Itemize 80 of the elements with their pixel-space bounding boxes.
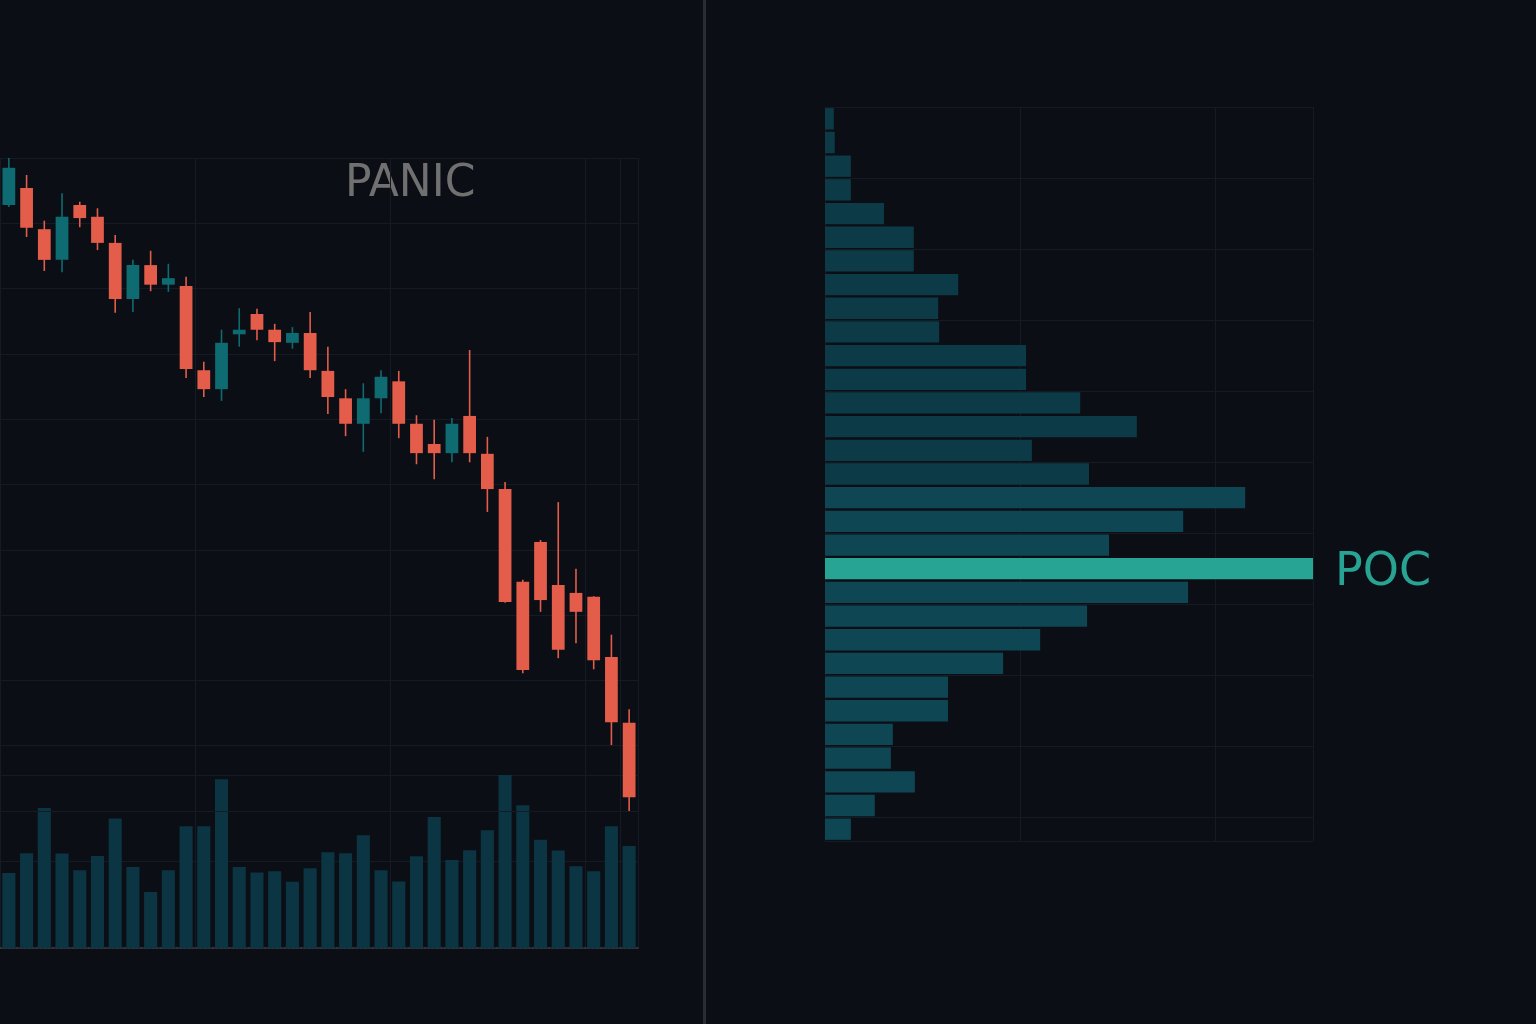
bar <box>445 860 459 948</box>
bar <box>825 534 1110 556</box>
bar <box>825 581 1189 604</box>
bar <box>409 856 424 948</box>
candlestick <box>268 323 282 362</box>
bar <box>825 652 1004 675</box>
bar <box>825 179 851 201</box>
bar <box>825 202 885 225</box>
annotation: POC <box>1335 541 1432 596</box>
bar <box>622 846 636 948</box>
bar <box>825 131 835 154</box>
bar <box>321 852 335 948</box>
bar <box>825 510 1184 533</box>
candlestick <box>197 360 211 398</box>
bar <box>2 873 16 948</box>
bar <box>825 794 875 817</box>
bar <box>374 870 388 948</box>
bar <box>356 835 370 948</box>
bar <box>825 605 1088 627</box>
bar <box>480 830 494 948</box>
bar <box>303 868 317 948</box>
bar <box>825 558 1313 580</box>
bar <box>825 297 939 319</box>
bar <box>161 870 175 948</box>
bar <box>825 439 1032 461</box>
bar <box>825 487 1246 509</box>
candlestick <box>232 307 246 348</box>
bar <box>825 344 1027 367</box>
bar <box>825 273 959 296</box>
bar <box>392 881 406 948</box>
bar <box>533 839 548 948</box>
bar <box>825 747 891 769</box>
bar <box>20 853 34 948</box>
bar <box>825 250 914 272</box>
bar <box>825 700 948 722</box>
bar <box>179 826 193 948</box>
bar <box>232 867 246 948</box>
bar <box>825 818 851 840</box>
bar <box>268 871 282 948</box>
candlestick <box>161 262 175 293</box>
candlestick <box>73 200 87 229</box>
bar <box>825 723 893 746</box>
bar <box>825 155 851 177</box>
bar <box>214 779 229 948</box>
bar <box>825 463 1090 485</box>
candlestick <box>286 326 299 350</box>
bar <box>73 870 87 948</box>
bar <box>427 817 441 948</box>
bar <box>285 881 299 948</box>
candlestick <box>427 419 441 481</box>
candlestick <box>569 567 583 644</box>
bar <box>250 872 264 948</box>
bar <box>825 321 940 343</box>
bar <box>126 867 140 948</box>
bar <box>37 808 51 948</box>
bar <box>587 871 601 948</box>
bar <box>144 891 158 948</box>
bar <box>569 866 583 948</box>
bar <box>825 392 1081 414</box>
bar <box>825 629 1041 651</box>
bar <box>825 771 915 793</box>
bar <box>825 368 1027 390</box>
bar <box>498 775 512 948</box>
bar <box>551 850 565 948</box>
bar <box>90 855 105 948</box>
bar <box>463 850 477 948</box>
candlestick <box>374 369 388 415</box>
bar <box>339 853 353 948</box>
bar <box>825 108 834 130</box>
bar <box>825 415 1137 438</box>
bar <box>108 818 122 948</box>
bar <box>516 805 530 948</box>
bar <box>825 676 948 698</box>
bar <box>197 826 211 948</box>
bar <box>825 226 914 248</box>
bar <box>604 826 618 948</box>
candlestick <box>144 249 158 293</box>
bar <box>55 853 69 948</box>
annotation: PANIC <box>345 154 476 206</box>
candlestick <box>250 308 264 341</box>
